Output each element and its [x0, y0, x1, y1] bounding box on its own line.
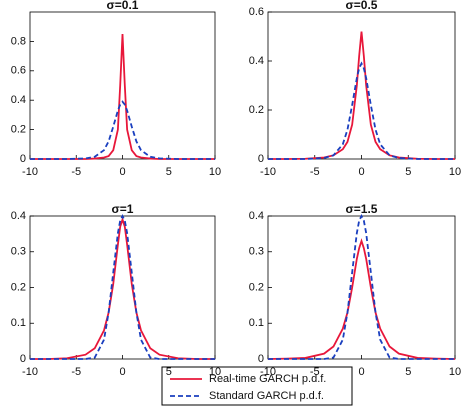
plot-frame	[267, 215, 456, 360]
x-tick-label: 0	[358, 366, 364, 378]
series-line	[267, 238, 456, 360]
x-tick-label: 0	[358, 166, 364, 178]
x-tick-label: -5	[71, 166, 81, 178]
x-tick-label: -5	[71, 366, 81, 378]
x-tick-label: 10	[449, 366, 461, 378]
y-tick-label: 0.2	[249, 104, 264, 116]
x-tick-label: 10	[209, 366, 221, 378]
series-line	[30, 100, 215, 160]
y-tick-label: 0.4	[11, 94, 26, 106]
y-tick-label: 0.1	[11, 317, 26, 329]
x-tick-label: 0	[119, 166, 125, 178]
series-line	[30, 213, 215, 360]
y-tick-label: 0	[258, 153, 264, 165]
y-tick-label: 0.3	[11, 246, 26, 258]
panel-title: σ=1	[112, 202, 134, 216]
x-tick-label: 10	[209, 166, 221, 178]
series-line	[30, 34, 215, 160]
y-tick-label: 0	[20, 153, 26, 165]
x-tick-label: 5	[405, 366, 411, 378]
plot-frame	[29, 215, 216, 360]
y-tick-label: 0	[20, 353, 26, 365]
x-tick-label: -10	[260, 366, 276, 378]
y-tick-label: 0.2	[11, 124, 26, 136]
panel-title: σ=0.1	[107, 0, 139, 12]
legend-label: Standard GARCH p.d.f.	[209, 390, 324, 402]
x-tick-label: 0	[119, 366, 125, 378]
y-tick-label: 0.8	[11, 35, 26, 47]
series-line	[268, 213, 455, 360]
y-tick-label: 0.2	[249, 281, 264, 293]
y-tick-label: 0.1	[249, 317, 264, 329]
y-tick-label: 0.4	[249, 55, 264, 67]
y-tick-label: 0.2	[11, 281, 26, 293]
panel-title: σ=1.5	[346, 202, 378, 216]
x-tick-label: -5	[310, 166, 320, 178]
y-tick-label: 0.6	[11, 65, 26, 77]
x-tick-label: 10	[449, 166, 461, 178]
legend-box	[161, 366, 353, 406]
series-line	[30, 216, 215, 360]
x-tick-label: 5	[166, 166, 172, 178]
y-tick-label: 0.4	[11, 210, 26, 222]
panel-title: σ=0.5	[346, 0, 378, 12]
x-tick-label: 5	[405, 166, 411, 178]
x-tick-label: -5	[310, 366, 320, 378]
y-tick-label: 0.6	[249, 6, 264, 18]
series-line	[268, 61, 455, 160]
legend-label: Real-time GARCH p.d.f.	[209, 373, 326, 385]
series-line	[268, 31, 455, 160]
y-tick-label: 0	[258, 353, 264, 365]
x-tick-label: -10	[22, 166, 38, 178]
y-tick-label: 0.3	[249, 246, 264, 258]
x-tick-label: -10	[22, 366, 38, 378]
x-tick-label: 5	[166, 366, 172, 378]
y-tick-label: 0.4	[249, 210, 264, 222]
x-tick-label: -10	[260, 166, 276, 178]
